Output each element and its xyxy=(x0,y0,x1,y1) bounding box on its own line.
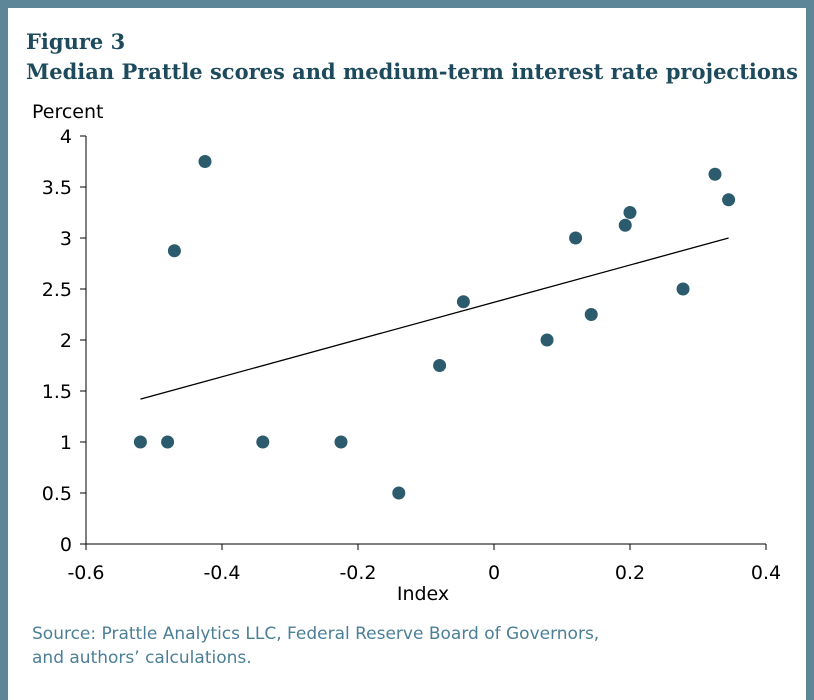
x-tick-label: 0.4 xyxy=(751,562,781,584)
data-point xyxy=(722,193,736,207)
y-axis-label: Percent xyxy=(32,101,104,123)
chart-title: Figure 3 xyxy=(26,29,125,54)
data-point xyxy=(584,308,598,321)
data-point xyxy=(623,206,637,219)
y-tick-label: 0 xyxy=(60,534,72,556)
data-point xyxy=(161,435,175,449)
data-point xyxy=(198,155,212,168)
y-tick-label: 3 xyxy=(60,228,72,250)
data-point xyxy=(618,218,632,232)
source-line: and authors’ calculations. xyxy=(32,648,252,668)
data-point xyxy=(133,435,147,449)
data-point xyxy=(708,167,722,181)
y-tick-label: 4 xyxy=(60,126,72,148)
data-point xyxy=(334,435,348,449)
data-point xyxy=(392,486,406,500)
x-tick-label: 0 xyxy=(488,562,500,584)
y-tick-label: 2.5 xyxy=(42,279,72,301)
data-point xyxy=(540,333,554,347)
y-tick-label: 3.5 xyxy=(42,177,72,199)
source-line: Source: Prattle Analytics LLC, Federal R… xyxy=(32,624,599,644)
y-tick-label: 1 xyxy=(60,432,72,454)
x-tick-label: -0.4 xyxy=(203,562,240,584)
data-point xyxy=(456,295,470,309)
x-tick-label: -0.2 xyxy=(339,562,376,584)
data-point xyxy=(433,359,447,372)
data-point xyxy=(167,244,181,258)
data-point xyxy=(676,282,690,296)
y-tick-label: 1.5 xyxy=(42,381,72,403)
x-tick-label: 0.2 xyxy=(615,562,645,584)
y-tick-label: 2 xyxy=(60,330,72,352)
chart-subtitle: Median Prattle scores and medium-term in… xyxy=(26,59,798,84)
data-point xyxy=(569,231,583,245)
trend-line xyxy=(140,237,729,400)
x-tick-label: -0.6 xyxy=(67,562,104,584)
x-axis-label: Index xyxy=(397,583,449,605)
data-point xyxy=(256,435,270,449)
y-tick-label: 0.5 xyxy=(42,483,72,505)
